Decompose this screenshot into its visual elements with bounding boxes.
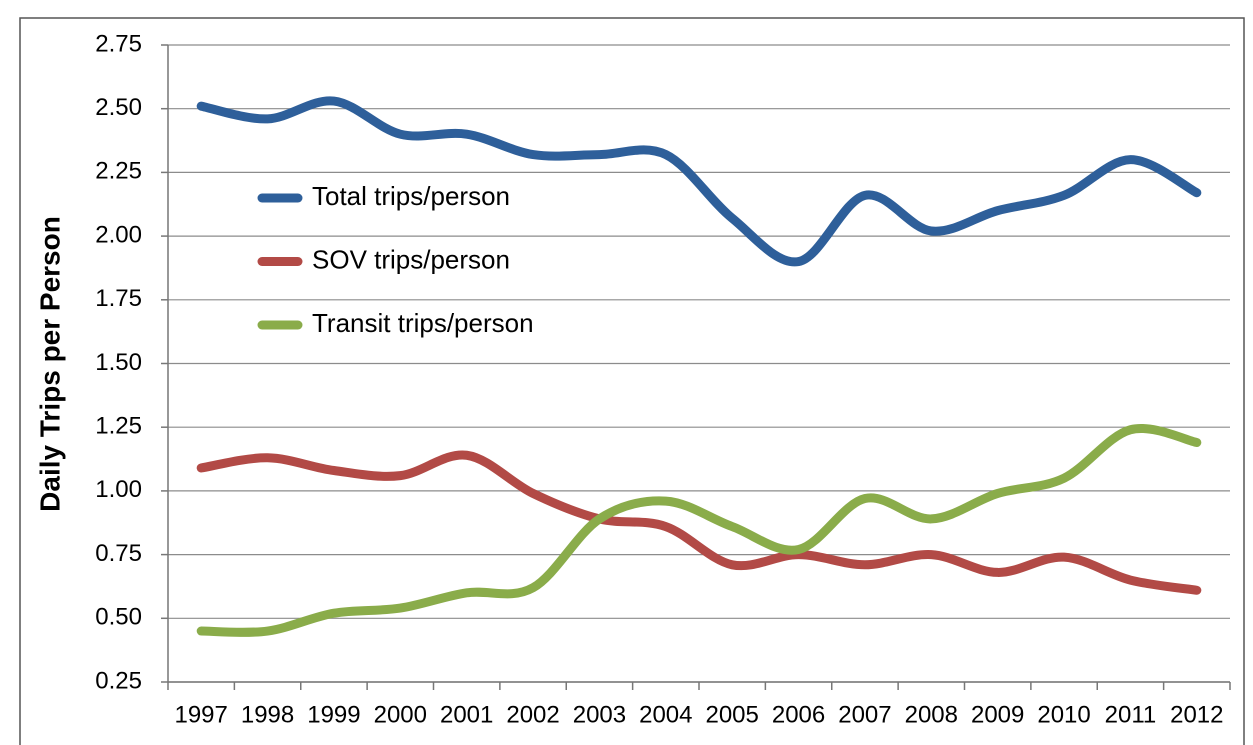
x-tick-label: 2007 — [838, 701, 891, 728]
y-tick-label: 2.75 — [95, 30, 142, 57]
x-tick-label: 1999 — [307, 701, 360, 728]
y-tick-label: 2.00 — [95, 221, 142, 248]
series-line — [196, 424, 1202, 637]
y-tick-label: 1.25 — [95, 413, 142, 440]
y-tick-label: 1.75 — [95, 285, 142, 312]
frame — [19, 17, 1245, 745]
series-line — [196, 450, 1202, 595]
series-line — [196, 96, 1202, 267]
x-tick-label: 2005 — [705, 701, 758, 728]
x-tick-label: 2011 — [1105, 701, 1157, 728]
x-tick-label: 2000 — [374, 701, 427, 728]
y-axis-label: Daily Trips per Person — [34, 216, 65, 512]
x-tick-label: 2012 — [1170, 701, 1223, 728]
y-tick-label: 0.75 — [95, 540, 142, 567]
y-tick-label: 1.50 — [95, 349, 142, 376]
y-tick-label: 0.50 — [95, 604, 142, 631]
x-tick-label: 2004 — [639, 701, 692, 728]
y-tick-label: 2.50 — [95, 94, 142, 121]
x-tick-label: 2003 — [573, 701, 626, 728]
y-tick-label: 2.25 — [95, 158, 142, 185]
x-tick-label: 1997 — [174, 701, 227, 728]
x-tick-label: 2002 — [506, 701, 559, 728]
x-tick-label: 1998 — [241, 701, 294, 728]
y-tick-label: 0.25 — [95, 667, 142, 694]
x-tick-label: 2001 — [440, 701, 493, 728]
x-tick-label: 2008 — [905, 701, 958, 728]
legend-label: Transit trips/person — [312, 308, 534, 338]
legend-label: Total trips/person — [312, 181, 510, 211]
y-tick-label: 1.00 — [95, 476, 142, 503]
legend-label: SOV trips/person — [312, 244, 510, 274]
x-tick-label: 2010 — [1037, 701, 1090, 728]
x-tick-label: 2009 — [971, 701, 1024, 728]
x-tick-label: 2006 — [772, 701, 825, 728]
